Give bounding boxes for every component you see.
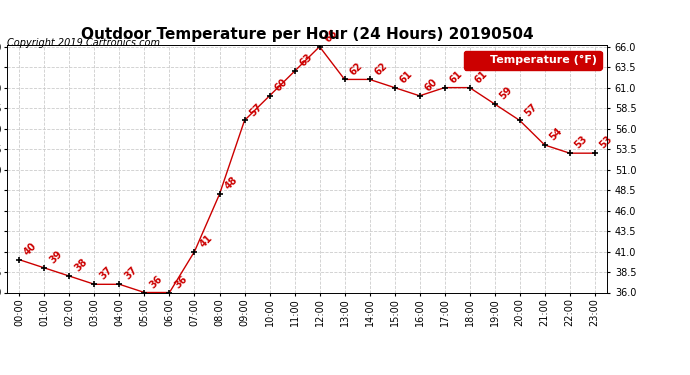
Text: 53: 53 — [573, 134, 589, 151]
Text: 36: 36 — [148, 273, 164, 290]
Text: 60: 60 — [422, 77, 440, 93]
Text: 57: 57 — [248, 101, 264, 118]
Text: 62: 62 — [348, 60, 364, 77]
Text: 37: 37 — [97, 265, 114, 282]
Text: 39: 39 — [48, 249, 64, 266]
Text: 61: 61 — [473, 69, 489, 85]
Text: 40: 40 — [22, 241, 39, 257]
Text: Copyright 2019 Cartronics.com: Copyright 2019 Cartronics.com — [7, 38, 160, 48]
Text: 61: 61 — [448, 69, 464, 85]
Text: 53: 53 — [598, 134, 614, 151]
Legend: Temperature (°F): Temperature (°F) — [464, 51, 602, 69]
Text: 61: 61 — [397, 69, 414, 85]
Text: 36: 36 — [172, 273, 189, 290]
Text: 60: 60 — [273, 77, 289, 93]
Text: 41: 41 — [197, 232, 214, 249]
Text: 38: 38 — [72, 257, 89, 274]
Title: Outdoor Temperature per Hour (24 Hours) 20190504: Outdoor Temperature per Hour (24 Hours) … — [81, 27, 533, 42]
Text: 57: 57 — [522, 101, 540, 118]
Text: 54: 54 — [548, 126, 564, 142]
Text: 62: 62 — [373, 60, 389, 77]
Text: 37: 37 — [122, 265, 139, 282]
Text: 66: 66 — [322, 28, 339, 44]
Text: 48: 48 — [222, 175, 239, 192]
Text: 63: 63 — [297, 52, 314, 69]
Text: 59: 59 — [497, 85, 514, 102]
